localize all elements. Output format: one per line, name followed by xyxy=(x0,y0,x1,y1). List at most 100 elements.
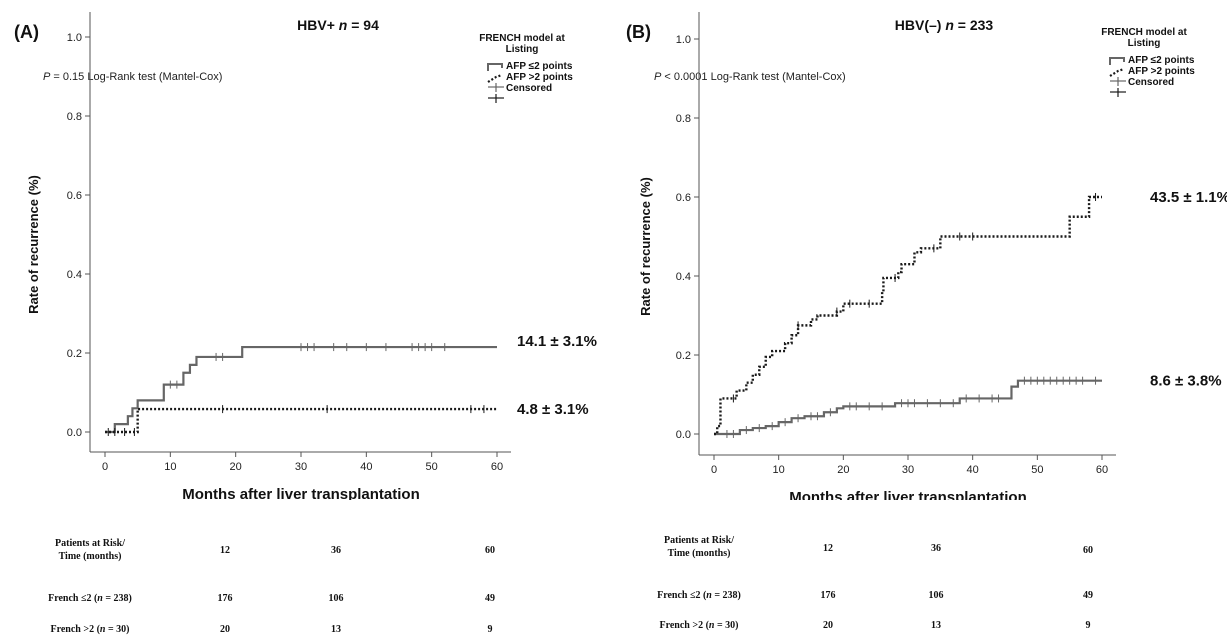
km-panel-b: (B) HBV(–) n = 233 P < 0.0001 Log-Rank tes… xyxy=(614,0,1227,633)
risk-value: 49 xyxy=(1083,590,1093,601)
risk-table-b: Patients at Risk/ Time (months) 12 36 60… xyxy=(614,500,1227,633)
risk-time-60: 60 xyxy=(485,545,495,556)
risk-value: 20 xyxy=(823,620,833,631)
chart-title-n: n xyxy=(339,17,348,33)
x-tick-label: 30 xyxy=(295,461,307,473)
end-label-afp-gt2: 43.5 ± 1.1% xyxy=(1150,189,1227,206)
x-tick-label: 10 xyxy=(164,461,176,473)
x-tick-label: 0 xyxy=(711,464,717,476)
chart-title-suffix: = 94 xyxy=(347,17,379,33)
y-tick-label: 0.6 xyxy=(676,192,691,204)
x-tick-label: 40 xyxy=(967,464,979,476)
y-tick-label: 0.6 xyxy=(67,190,82,202)
x-tick-label: 50 xyxy=(1031,464,1043,476)
y-axis-label: Rate of recurrence (%) xyxy=(638,177,653,316)
x-axis-label: Months after liver transplantation xyxy=(182,486,420,500)
risk-value: 9 xyxy=(487,624,493,635)
legend-title-line1: FRENCH model at xyxy=(1101,27,1187,38)
x-tick-label: 40 xyxy=(360,461,372,473)
risk-value: 176 xyxy=(820,590,836,601)
pvalue-text: = 0.15 Log-Rank test (Mantel-Cox) xyxy=(50,71,222,83)
risk-row-label-n: n xyxy=(706,590,712,601)
series-afp-le2-line xyxy=(105,345,497,434)
legend-entry-censored: Censored xyxy=(506,83,552,94)
risk-row-label: French ≤2 (n = 238) xyxy=(25,593,155,604)
legend-swatch-solid xyxy=(1109,57,1125,65)
risk-row-label-suffix: = 30) xyxy=(105,624,130,635)
legend-title-line2: Listing xyxy=(1128,38,1161,49)
legend-entry-afp-le2: AFP ≤2 points xyxy=(1128,55,1195,66)
x-tick-label: 60 xyxy=(491,461,503,473)
y-tick-label: 0.2 xyxy=(67,348,82,360)
km-chart-a: (A) HBV+ n = 94 P = 0.15 Log-Rank test (Ma… xyxy=(14,12,597,503)
legend-entry-afp-gt2: AFP >2 points xyxy=(1128,66,1195,77)
y-tick-label: 0.8 xyxy=(676,113,691,125)
legend-title-line1: FRENCH model at xyxy=(479,33,565,44)
risk-row-label-suffix: = 238) xyxy=(711,590,741,601)
risk-row-label-prefix: French >2 ( xyxy=(659,620,709,631)
risk-value: 106 xyxy=(328,593,344,604)
pvalue-annotation: P < 0.0001 Log-Rank test (Mantel-Cox) xyxy=(654,71,846,83)
risk-row-label-prefix: French >2 ( xyxy=(50,624,100,635)
x-tick-label: 60 xyxy=(1096,464,1108,476)
risk-header-line1: Patients at Risk/ xyxy=(664,535,734,546)
x-tick-label: 30 xyxy=(902,464,914,476)
risk-header-line2: Time (months) xyxy=(58,551,122,562)
km-chart-b: (B) HBV(–) n = 233 P < 0.0001 Log-Rank tes… xyxy=(626,12,1227,506)
risk-row-label-prefix: French ≤2 ( xyxy=(48,593,98,604)
risk-time-36: 36 xyxy=(931,543,941,554)
risk-time-36: 36 xyxy=(331,545,341,556)
pvalue-text: < 0.0001 Log-Rank test (Mantel-Cox) xyxy=(661,71,845,83)
x-tick-label: 20 xyxy=(837,464,849,476)
series-afp-gt2-line xyxy=(714,195,1102,436)
y-tick-label: 1.0 xyxy=(676,34,691,46)
risk-table-a: Patients at Risk/ Time (months) 12 36 60… xyxy=(0,500,614,635)
end-label-afp-gt2: 4.8 ± 3.1% xyxy=(517,401,589,418)
risk-time-12: 12 xyxy=(220,545,230,556)
y-tick-label: 0.0 xyxy=(67,427,82,439)
panel-label: (A) xyxy=(14,22,39,42)
pvalue-prefix: P xyxy=(43,71,51,83)
risk-header-line2: Time (months) xyxy=(667,548,731,559)
pvalue-annotation: P = 0.15 Log-Rank test (Mantel-Cox) xyxy=(43,71,222,83)
km-panel-a: (A) HBV+ n = 94 P = 0.15 Log-Rank test (Ma… xyxy=(0,0,614,635)
legend-swatch-solid xyxy=(487,63,503,71)
risk-row-label-n: n xyxy=(99,624,106,635)
risk-value: 9 xyxy=(1085,620,1091,631)
risk-row-label-suffix: = 30) xyxy=(714,620,739,631)
y-tick-label: 0.0 xyxy=(676,429,691,441)
legend-swatch-dotted xyxy=(487,73,503,83)
y-tick-label: 0.2 xyxy=(676,350,691,362)
x-tick-label: 20 xyxy=(230,461,242,473)
risk-row-label: French ≤2 (n = 238) xyxy=(634,590,764,601)
risk-value: 13 xyxy=(331,624,341,635)
legend-entry-afp-gt2: AFP >2 points xyxy=(506,72,573,83)
y-tick-label: 0.4 xyxy=(67,269,82,281)
chart-title-prefix: HBV(–) xyxy=(895,17,946,33)
risk-row-label-prefix: French ≤2 ( xyxy=(657,590,707,601)
chart-title-n: n xyxy=(945,17,954,33)
legend-swatch-dotted xyxy=(1109,67,1125,77)
risk-row-label-n: n xyxy=(97,593,103,604)
risk-value: 49 xyxy=(485,593,495,604)
legend-title-line2: Listing xyxy=(506,44,539,55)
chart-title: HBV+ n = 94 xyxy=(297,17,379,33)
risk-value: 106 xyxy=(928,590,944,601)
risk-row-label: French >2 (n = 30) xyxy=(634,620,764,631)
x-tick-label: 50 xyxy=(426,461,438,473)
end-label-afp-le2: 8.6 ± 3.8% xyxy=(1150,373,1222,390)
risk-value: 176 xyxy=(217,593,233,604)
risk-time-12: 12 xyxy=(823,543,833,554)
chart-title: HBV(–) n = 233 xyxy=(895,17,994,33)
legend-entry-afp-le2: AFP ≤2 points xyxy=(506,61,573,72)
y-tick-label: 1.0 xyxy=(67,32,82,44)
risk-time-60: 60 xyxy=(1083,545,1093,556)
legend-entry-censored: Censored xyxy=(1128,77,1174,88)
risk-value: 20 xyxy=(220,624,230,635)
chart-title-suffix: = 233 xyxy=(954,17,994,33)
x-tick-label: 10 xyxy=(773,464,785,476)
panel-label: (B) xyxy=(626,22,651,42)
risk-row-label-suffix: = 238) xyxy=(102,593,132,604)
risk-value: 13 xyxy=(931,620,941,631)
series-afp-gt2-line xyxy=(105,407,497,434)
